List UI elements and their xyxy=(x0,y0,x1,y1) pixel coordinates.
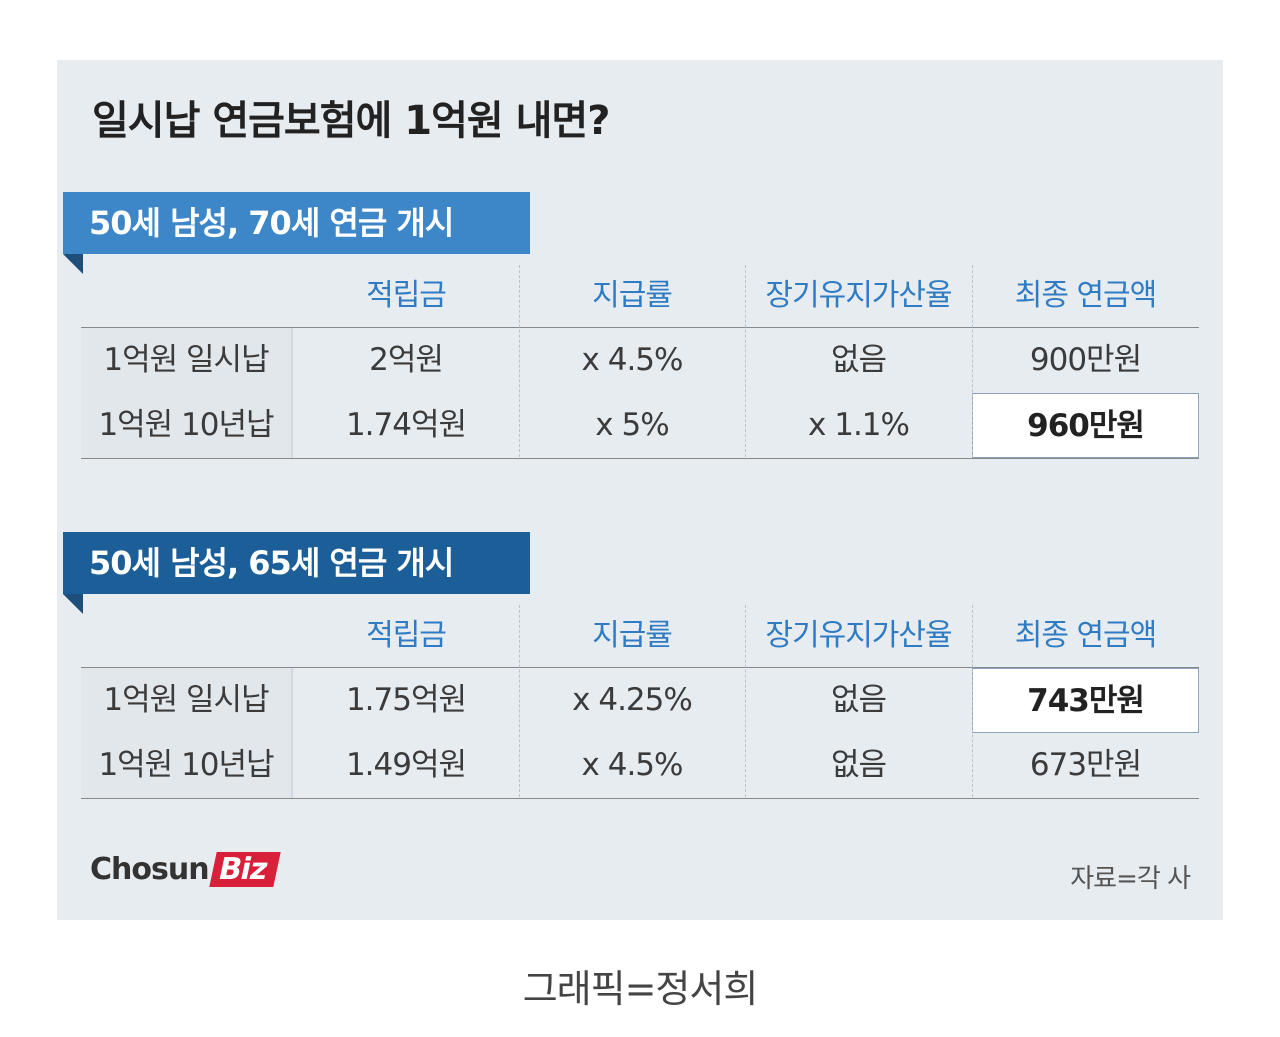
cell-accumulated: 2억원 xyxy=(369,342,444,378)
cell-final-annuity-highlight: 960만원 xyxy=(972,393,1199,458)
column-divider xyxy=(745,605,746,797)
table-row: 1억원 10년납 1.74억원 x 5% x 1.1% 960만원 xyxy=(81,393,1199,459)
cell-bonus-rate: 없음 xyxy=(830,342,887,378)
cell-bonus-rate: x 1.1% xyxy=(808,407,910,443)
infographic-title: 일시납 연금보험에 1억원 내면? xyxy=(92,98,610,144)
cell-bonus-rate: 없음 xyxy=(830,682,887,718)
table-row: 1억원 일시납 1.75억원 x 4.25% 없음 743만원 xyxy=(81,668,1199,733)
cell-final-annuity: 900만원 xyxy=(1029,342,1142,378)
table-header: 적립금 지급률 장기유지가산율 최종 연금액 xyxy=(81,265,1199,328)
table-row: 1억원 10년납 1.49억원 x 4.5% 없음 673만원 xyxy=(81,733,1199,799)
table-65: 적립금 지급률 장기유지가산율 최종 연금액 1억원 일시납 1.75억원 x … xyxy=(81,605,1199,799)
graphic-credit: 그래픽=정서희 xyxy=(522,967,759,1011)
row-label: 1억원 일시납 xyxy=(81,668,293,733)
header-payout-rate: 지급률 xyxy=(592,278,673,313)
cell-accumulated: 1.75억원 xyxy=(345,682,467,718)
header-bonus-rate: 장기유지가산율 xyxy=(765,618,952,653)
logo-badge: Biz xyxy=(208,852,280,887)
source-note: 자료=각 사 xyxy=(1070,864,1191,894)
column-divider xyxy=(972,605,973,797)
table-70: 적립금 지급률 장기유지가산율 최종 연금액 1억원 일시납 2억원 x 4.5… xyxy=(81,265,1199,459)
cell-payout-rate: x 4.25% xyxy=(572,682,693,718)
cell-payout-rate: x 5% xyxy=(595,407,669,443)
table-header: 적립금 지급률 장기유지가산율 최종 연금액 xyxy=(81,605,1199,668)
row-label: 1억원 10년납 xyxy=(81,733,293,798)
header-payout-rate: 지급률 xyxy=(592,618,673,653)
cell-bonus-rate: 없음 xyxy=(830,747,887,783)
cell-payout-rate: x 4.5% xyxy=(581,342,684,378)
cell-payout-rate: x 4.5% xyxy=(581,747,684,783)
column-divider xyxy=(519,265,520,457)
header-final-annuity: 최종 연금액 xyxy=(1014,278,1158,313)
header-bonus-rate: 장기유지가산율 xyxy=(765,278,952,313)
column-divider xyxy=(972,265,973,457)
section-title-70: 50세 남성, 70세 연금 개시 xyxy=(63,192,530,254)
row-label: 1억원 일시납 xyxy=(81,328,293,393)
header-accumulated: 적립금 xyxy=(366,278,447,313)
table-row: 1억원 일시납 2억원 x 4.5% 없음 900만원 xyxy=(81,328,1199,393)
column-divider xyxy=(519,605,520,797)
header-accumulated: 적립금 xyxy=(366,618,447,653)
section-title-65: 50세 남성, 65세 연금 개시 xyxy=(63,532,530,594)
row-label: 1억원 10년납 xyxy=(81,393,293,458)
ribbon-fold xyxy=(63,254,83,274)
logo-main-text: Chosun xyxy=(90,852,210,887)
chosunbiz-logo: Chosun Biz xyxy=(90,852,280,887)
ribbon-fold xyxy=(63,594,83,614)
column-divider xyxy=(745,265,746,457)
cell-final-annuity: 673만원 xyxy=(1029,747,1142,783)
cell-accumulated: 1.49억원 xyxy=(345,747,467,783)
cell-final-annuity-highlight: 743만원 xyxy=(972,668,1199,733)
cell-accumulated: 1.74억원 xyxy=(345,407,467,443)
header-final-annuity: 최종 연금액 xyxy=(1014,618,1158,653)
